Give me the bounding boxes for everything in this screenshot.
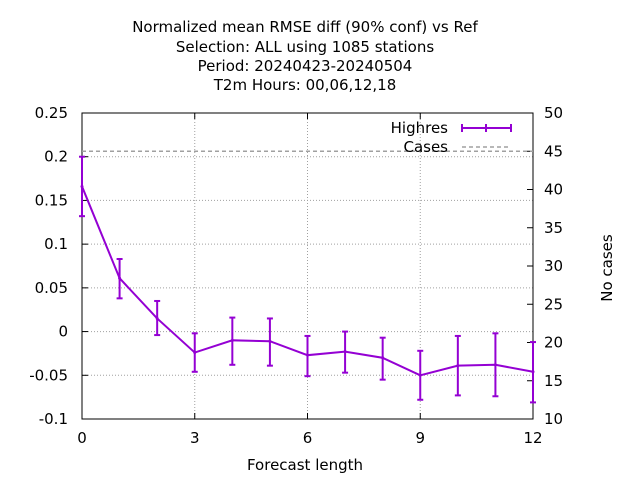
highres-data-point bbox=[456, 364, 459, 367]
highres-point bbox=[154, 301, 160, 335]
y2-tick-label: 20 bbox=[544, 334, 563, 352]
y2-tick-label: 25 bbox=[544, 295, 563, 313]
y2-tick-label: 10 bbox=[544, 410, 563, 428]
highres-point bbox=[79, 157, 85, 216]
y2-tick-label: 15 bbox=[544, 372, 563, 390]
x-tick-label: 0 bbox=[77, 429, 87, 447]
highres-data-point bbox=[268, 340, 271, 343]
y-tick-label: 0 bbox=[58, 323, 68, 341]
highres-data-point bbox=[419, 374, 422, 377]
legend-label-highres: Highres bbox=[391, 119, 449, 137]
highres-data-point bbox=[81, 185, 84, 188]
y-tick-label: 0.2 bbox=[44, 148, 68, 166]
highres-point bbox=[117, 259, 123, 298]
y2-tick-label: 45 bbox=[544, 142, 563, 160]
highres-series bbox=[79, 157, 536, 403]
title-line-1: Normalized mean RMSE diff (90% conf) vs … bbox=[132, 18, 478, 36]
y-tick-label: 0.25 bbox=[35, 104, 68, 122]
highres-data-point bbox=[344, 350, 347, 353]
y2-axis-label: No cases bbox=[598, 234, 616, 302]
y-tick-label: -0.05 bbox=[29, 366, 68, 384]
highres-data-point bbox=[306, 354, 309, 357]
highres-data-point bbox=[156, 317, 159, 320]
y-tick-label: 0.05 bbox=[35, 279, 68, 297]
title-line-4: T2m Hours: 00,06,12,18 bbox=[213, 76, 397, 94]
title-line-2: Selection: ALL using 1085 stations bbox=[176, 38, 435, 56]
highres-data-point bbox=[532, 370, 535, 373]
x-tick-label: 12 bbox=[523, 429, 542, 447]
y2-tick-label: 50 bbox=[544, 104, 563, 122]
highres-point bbox=[305, 336, 311, 376]
y-tick-label: -0.1 bbox=[39, 410, 68, 428]
legend-sample-highres bbox=[462, 124, 511, 132]
legend-label-cases: Cases bbox=[403, 138, 448, 156]
y2-tick-label: 30 bbox=[544, 257, 563, 275]
axis-ticks: 0 3 6 9 12 -0.1 -0.05 0 0.05 0.1 0.15 0.2 0.25 10 15 20… bbox=[29, 104, 563, 447]
x-tick-label: 9 bbox=[415, 429, 425, 447]
x-tick-label: 6 bbox=[303, 429, 313, 447]
title-line-3: Period: 20240423-20240504 bbox=[198, 57, 413, 75]
legend: Highres Cases bbox=[391, 119, 511, 156]
highres-data-point bbox=[118, 277, 121, 280]
x-axis-label: Forecast length bbox=[247, 456, 363, 474]
highres-data-point bbox=[193, 351, 196, 354]
highres-data-point bbox=[381, 356, 384, 359]
y-tick-label: 0.15 bbox=[35, 191, 68, 209]
y2-tick-label: 40 bbox=[544, 181, 563, 199]
highres-data-point bbox=[494, 363, 497, 366]
chart-title: Normalized mean RMSE diff (90% conf) vs … bbox=[132, 18, 478, 94]
y2-tick-label: 35 bbox=[544, 219, 563, 237]
x-tick-label: 3 bbox=[190, 429, 200, 447]
y-tick-label: 0.1 bbox=[44, 235, 68, 253]
highres-data-point bbox=[231, 339, 234, 342]
